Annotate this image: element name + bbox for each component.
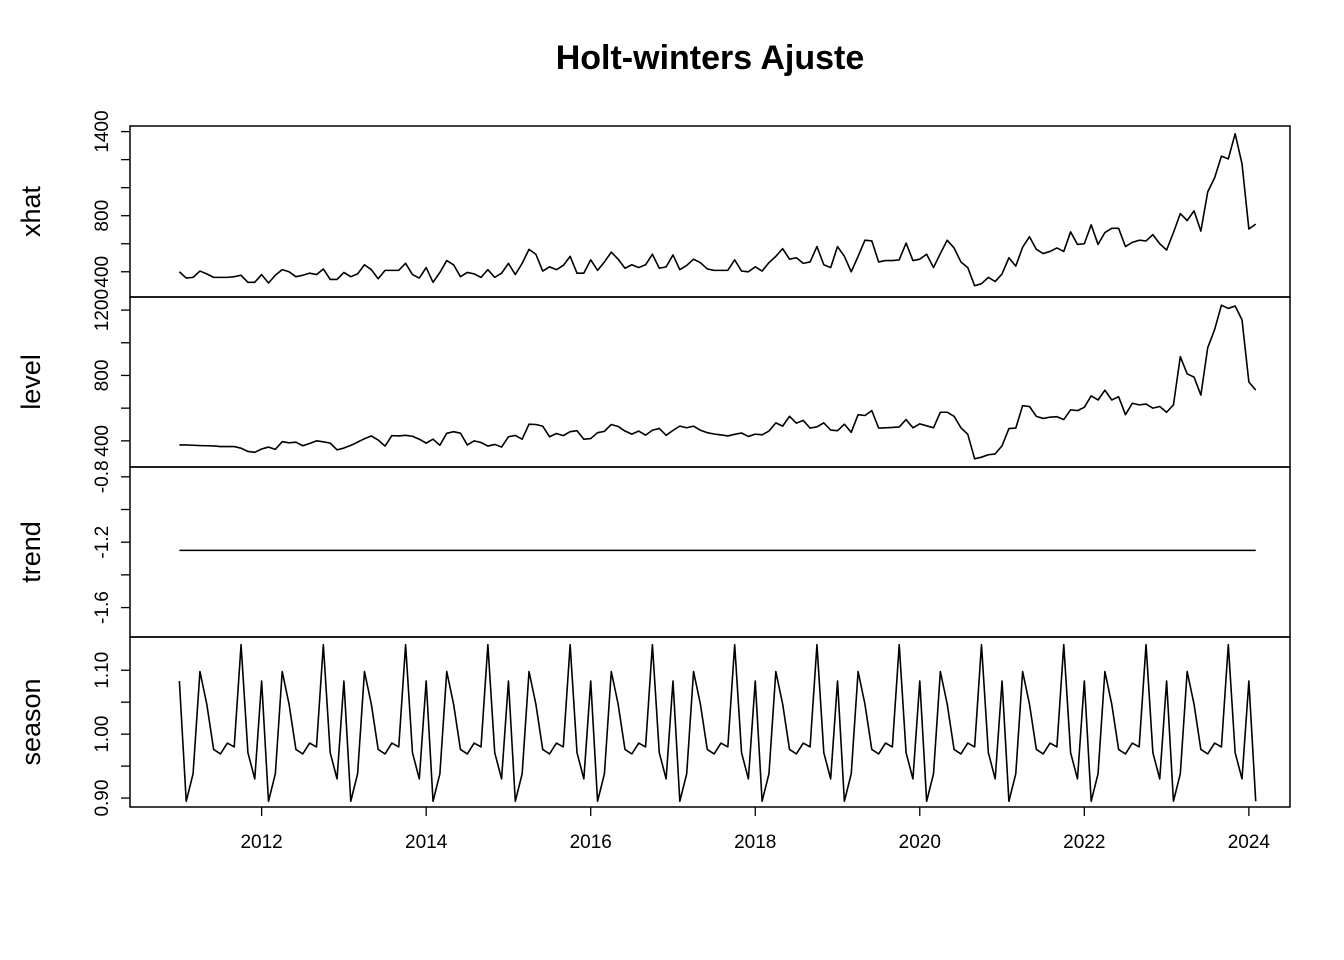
y-tick-label-trend-0: -0.8 xyxy=(92,460,113,493)
y-tick-label-season-2: 1.10 xyxy=(92,652,113,689)
panel-season: season 0.90 1.00 1.10 xyxy=(16,636,1291,817)
panel-xhat: xhat 400 800 1400 xyxy=(16,110,1291,298)
x-tick-label-2: 2016 xyxy=(570,832,612,853)
series-line-xhat xyxy=(178,132,1257,287)
y-tick-label-xhat-2: 1400 xyxy=(92,110,113,152)
chart-title: Holt-winters Ajuste xyxy=(556,39,865,77)
y-tick-label-level-2: 1200 xyxy=(92,289,113,331)
y-tick-label-trend-2: -1.6 xyxy=(92,591,113,624)
y-tick-label-season-1: 1.00 xyxy=(92,716,113,753)
x-axis: 2012 2014 2016 2018 2020 2022 2024 xyxy=(240,807,1270,853)
series-line-level xyxy=(179,304,1257,460)
x-tick-label-0: 2012 xyxy=(240,832,282,853)
x-tick-label-6: 2024 xyxy=(1228,832,1271,853)
panel-level: level 400 800 1200 xyxy=(16,289,1291,468)
y-tick-label-xhat-0: 400 xyxy=(92,256,113,288)
panel-trend: trend -0.8 -1.2 -1.6 xyxy=(16,460,1291,638)
panel-label-level: level xyxy=(16,354,46,410)
panel-label-xhat: xhat xyxy=(16,185,46,237)
panel-label-trend: trend xyxy=(16,521,46,583)
y-tick-label-level-1: 800 xyxy=(92,360,113,392)
panel-frame-xhat xyxy=(129,125,1291,298)
plot-panels: xhat 400 800 1400 level 400 800 1200 trend -0.8 -1… xyxy=(16,110,1291,817)
y-tick-label-season-0: 0.90 xyxy=(92,780,113,817)
y-tick-label-level-0: 400 xyxy=(92,425,113,457)
panel-frame-season xyxy=(129,636,1291,808)
x-tick-label-5: 2022 xyxy=(1063,832,1105,853)
series-line-season xyxy=(178,643,1257,803)
panel-label-season: season xyxy=(16,678,46,765)
x-tick-label-3: 2018 xyxy=(734,832,776,853)
panel-frame-trend xyxy=(129,466,1291,638)
y-tick-label-trend-1: -1.2 xyxy=(92,526,113,559)
x-tick-label-4: 2020 xyxy=(899,832,941,853)
x-tick-label-1: 2014 xyxy=(405,832,448,853)
panel-frame-level xyxy=(129,296,1291,468)
y-tick-label-xhat-1: 800 xyxy=(92,200,113,232)
